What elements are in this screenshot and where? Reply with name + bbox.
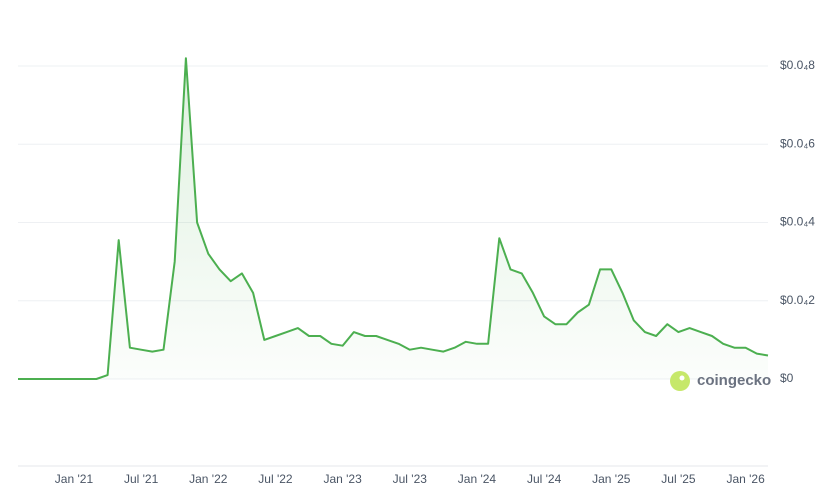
x-tick-label: Jul '25 xyxy=(661,472,696,486)
x-tick-label: Jul '23 xyxy=(393,472,428,486)
x-tick-label: Jan '26 xyxy=(726,472,765,486)
x-tick-label: Jan '22 xyxy=(189,472,228,486)
x-tick-label: Jan '24 xyxy=(458,472,497,486)
x-tick-label: Jan '25 xyxy=(592,472,631,486)
price-line xyxy=(18,57,769,380)
logo-eye xyxy=(679,375,685,381)
area-fill xyxy=(18,58,768,379)
y-tick-label: $0.0₄6 xyxy=(780,136,815,150)
y-tick-label: $0.0₄2 xyxy=(780,293,815,307)
x-tick-label: Jul '22 xyxy=(258,472,293,486)
y-tick-label: $0.0₄8 xyxy=(780,58,815,72)
x-tick-label: Jul '21 xyxy=(124,472,159,486)
y-tick-label: $0.0₄4 xyxy=(780,215,815,229)
logo-icon xyxy=(670,371,690,391)
y-tick-label: $0 xyxy=(780,371,794,385)
x-tick-label: Jan '21 xyxy=(55,472,94,486)
watermark: coingecko xyxy=(697,372,771,389)
x-tick-label: Jul '24 xyxy=(527,472,562,486)
x-tick-label: Jan '23 xyxy=(323,472,362,486)
